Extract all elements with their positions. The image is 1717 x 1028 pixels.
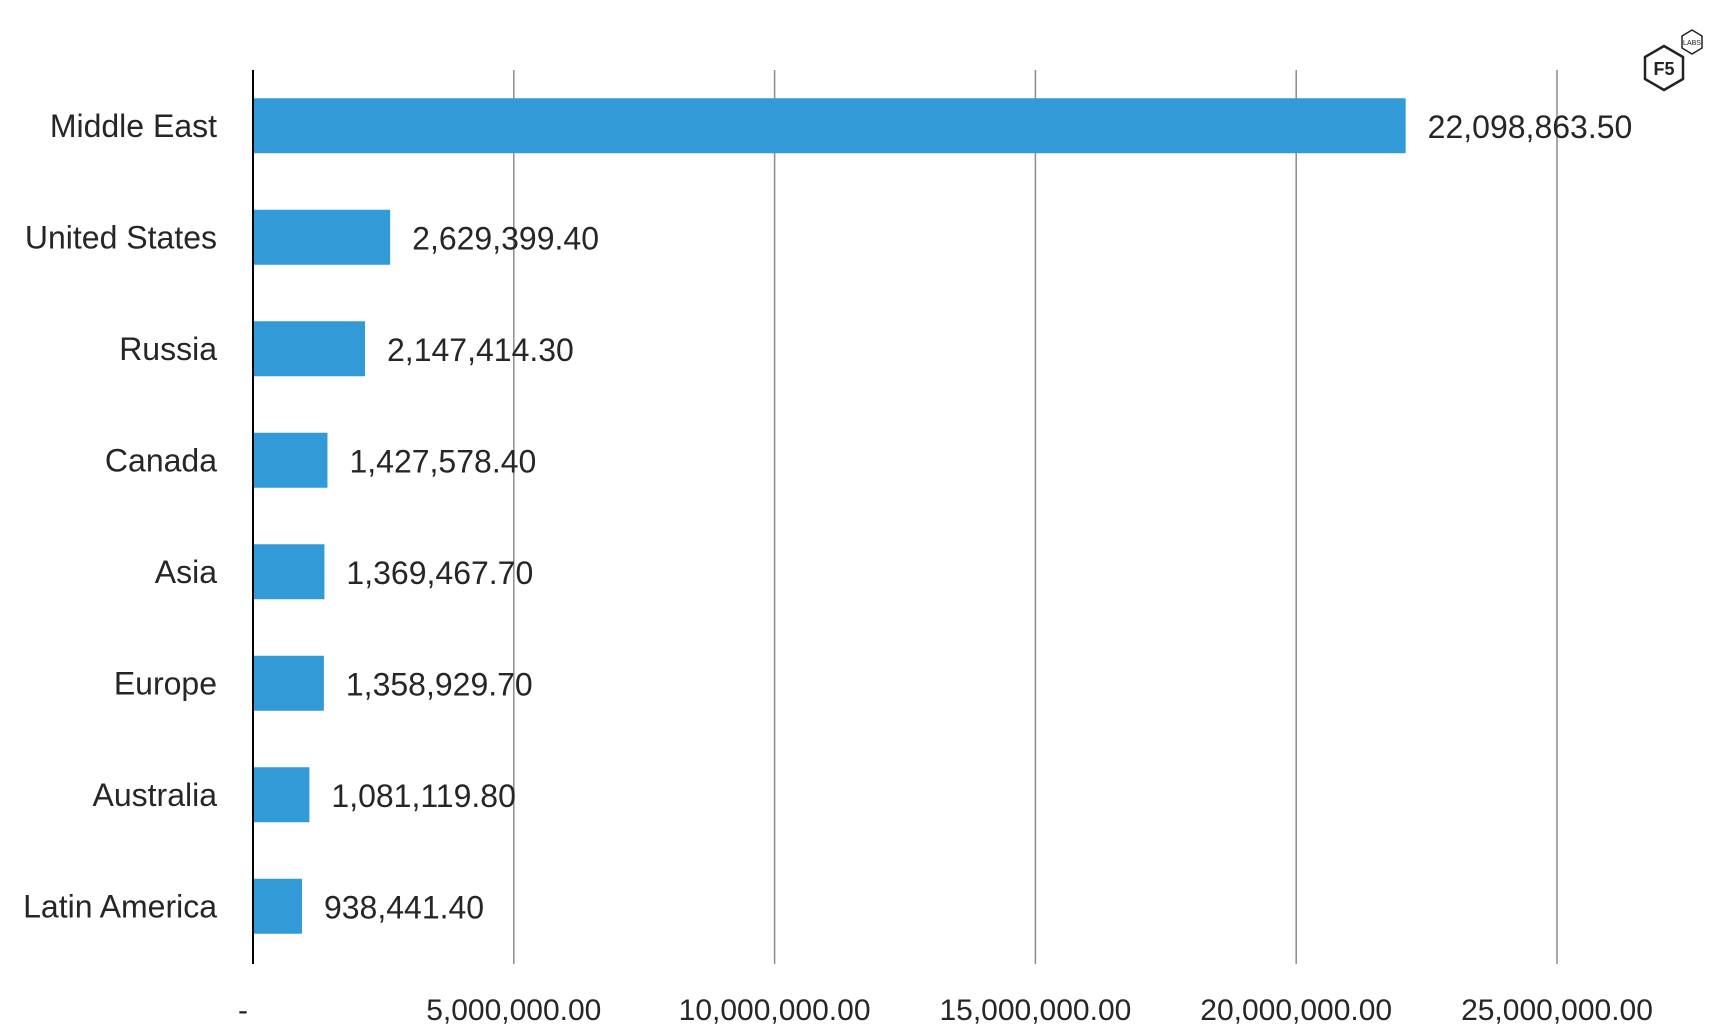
bar	[253, 878, 302, 934]
bar	[253, 321, 366, 377]
bar	[253, 767, 310, 823]
value-label: 1,427,578.40	[349, 443, 536, 479]
category-label: United States	[25, 219, 217, 255]
category-label: Canada	[105, 442, 217, 478]
bar	[253, 544, 325, 600]
bar	[253, 98, 1406, 154]
category-label: Middle East	[50, 108, 217, 144]
value-label: 1,369,467.70	[346, 555, 533, 591]
value-label: 2,147,414.30	[387, 332, 574, 368]
gridlines	[513, 70, 1558, 964]
category-label: Europe	[114, 665, 217, 701]
x-tick-label: 5,000,000.00	[426, 994, 601, 1027]
category-labels: Middle East United States Russia Canada Asia…	[23, 108, 217, 925]
value-labels: 22,098,863.50 2,629,399.40 2,147,414.30 1,4…	[324, 109, 1632, 926]
value-label: 938,441.40	[324, 889, 484, 925]
f5-labs-logo-icon: F5 LABS	[1643, 29, 1703, 92]
value-label: 22,098,863.50	[1428, 109, 1633, 145]
logo-main-text: F5	[1653, 59, 1674, 79]
x-tick-labels: - 5,000,000.00 10,000,000.00 15,000,000.00 2…	[238, 994, 1653, 1027]
x-tick-label: 25,000,000.00	[1461, 994, 1653, 1027]
bars	[253, 98, 1406, 934]
value-label: 2,629,399.40	[412, 220, 599, 256]
value-label: 1,358,929.70	[346, 666, 533, 702]
x-tick-label: 10,000,000.00	[679, 994, 871, 1027]
category-label: Asia	[155, 554, 217, 590]
category-label: Latin America	[23, 888, 217, 924]
value-label: 1,081,119.80	[331, 778, 515, 814]
x-tick-label: 20,000,000.00	[1200, 994, 1392, 1027]
category-label: Russia	[119, 331, 217, 367]
category-label: Australia	[93, 777, 218, 813]
bar	[253, 432, 328, 488]
x-tick-label: 15,000,000.00	[939, 994, 1131, 1027]
bar	[253, 209, 391, 265]
x-tick-label: -	[238, 994, 248, 1027]
bar	[253, 655, 324, 711]
logo-sub-text: LABS	[1683, 40, 1701, 47]
